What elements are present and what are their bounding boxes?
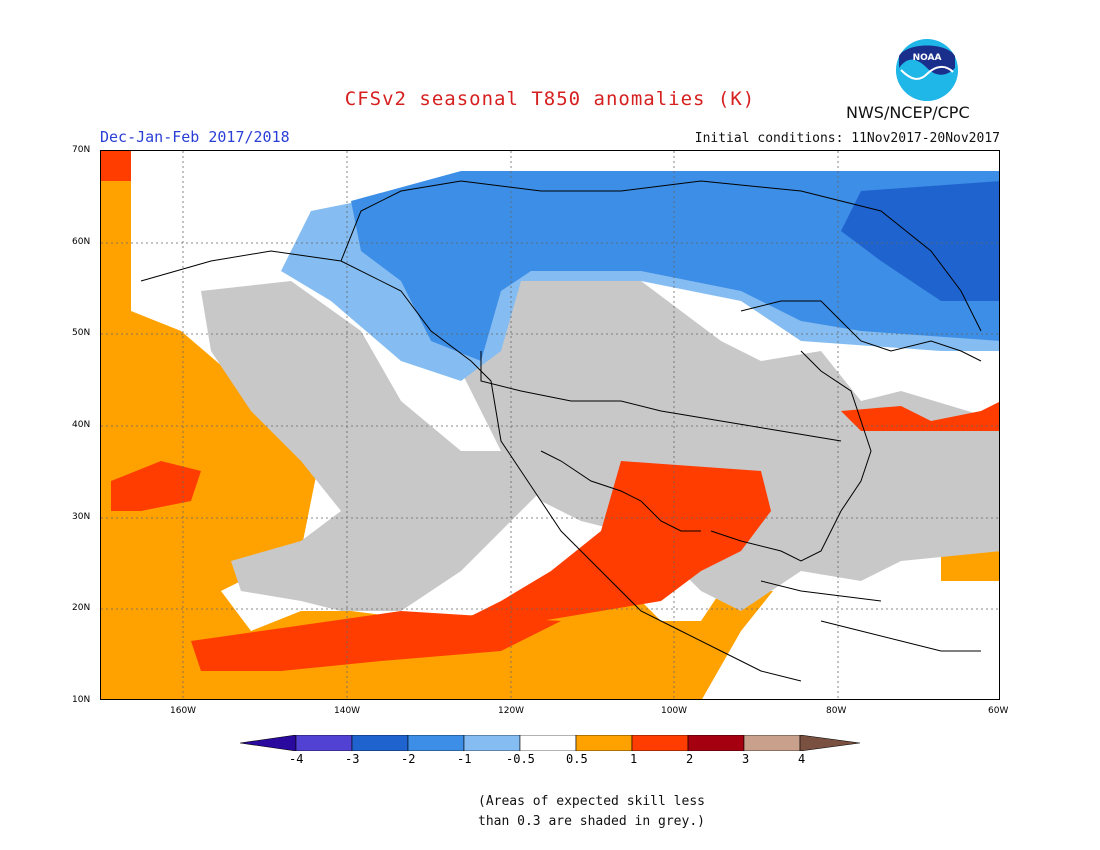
colorbar-m1-m05 <box>463 735 521 751</box>
warm-anomaly-pacific-south <box>191 611 561 671</box>
map-title: CFSv2 seasonal T850 anomalies (K) <box>344 88 756 110</box>
lat-label-10n: 10N <box>72 695 91 705</box>
noaa-logo-icon: NOAA <box>896 39 958 101</box>
lon-label-80w: 80W <box>826 706 847 716</box>
colorbar-neutral <box>519 735 577 751</box>
colorbar-p1-p2 <box>631 735 689 751</box>
warm-anomaly-northeast <box>841 402 999 431</box>
colorbar-label: -2 <box>401 752 416 766</box>
low-skill-pacific <box>201 281 541 611</box>
low-skill-conus <box>461 281 999 611</box>
colorbar-label: -3 <box>345 752 360 766</box>
colorbar-m3-m2 <box>351 735 409 751</box>
season-label: Dec-Jan-Feb 2017/2018 <box>100 128 290 146</box>
footnote-line-2: than 0.3 are shaded in grey.) <box>478 814 705 829</box>
warm-anomaly-pacific-west <box>111 461 201 511</box>
lat-label-40n: 40N <box>72 420 91 430</box>
colorbar <box>240 735 860 751</box>
colorbar-label: 1 <box>630 752 638 766</box>
colorbar-p05-p1 <box>575 735 633 751</box>
cold-anomaly-medium <box>351 171 999 361</box>
lon-label-60w: 60W <box>988 706 1009 716</box>
colorbar-label: -4 <box>289 752 304 766</box>
colorbar-label: 4 <box>798 752 806 766</box>
colorbar-gt-4 <box>799 735 860 751</box>
lon-label-160w: 160W <box>170 706 197 716</box>
warm-anomaly-mexico <box>461 461 771 631</box>
initial-conditions-label: Initial conditions: 11Nov2017-20Nov2017 <box>694 131 1000 146</box>
neutral-region-south <box>702 581 999 699</box>
colorbar-label: -0.5 <box>506 752 535 766</box>
colorbar-label: 0.5 <box>566 752 588 766</box>
colorbar-lt-minus4 <box>240 735 297 751</box>
colorbar-p3-p4 <box>743 735 801 751</box>
colorbar-p2-p3 <box>687 735 745 751</box>
lat-label-50n: 50N <box>72 328 91 338</box>
colorbar-m4-m3 <box>295 735 353 751</box>
colorbar-label: 2 <box>686 752 694 766</box>
graticule <box>101 151 999 699</box>
svg-text:NOAA: NOAA <box>913 53 942 63</box>
anomaly-map <box>100 150 1000 700</box>
agency-label: NWS/NCEP/CPC <box>846 103 970 122</box>
lat-label-70n: 70N <box>72 145 91 155</box>
warm-anomaly-alaska-tip <box>101 151 131 181</box>
coastlines <box>140 180 982 682</box>
lon-label-140w: 140W <box>334 706 361 716</box>
lat-label-20n: 20N <box>72 603 91 613</box>
colorbar-label: -1 <box>457 752 472 766</box>
lat-label-30n: 30N <box>72 512 91 522</box>
lon-label-100w: 100W <box>661 706 688 716</box>
footnote-line-1: (Areas of expected skill less <box>478 794 705 809</box>
anomaly-map-canvas <box>101 151 999 699</box>
colorbar-label: 3 <box>742 752 750 766</box>
colorbar-m2-m1 <box>407 735 465 751</box>
footnote: (Areas of expected skill less than 0.3 a… <box>478 792 705 832</box>
lat-label-60n: 60N <box>72 237 91 247</box>
lon-label-120w: 120W <box>498 706 525 716</box>
